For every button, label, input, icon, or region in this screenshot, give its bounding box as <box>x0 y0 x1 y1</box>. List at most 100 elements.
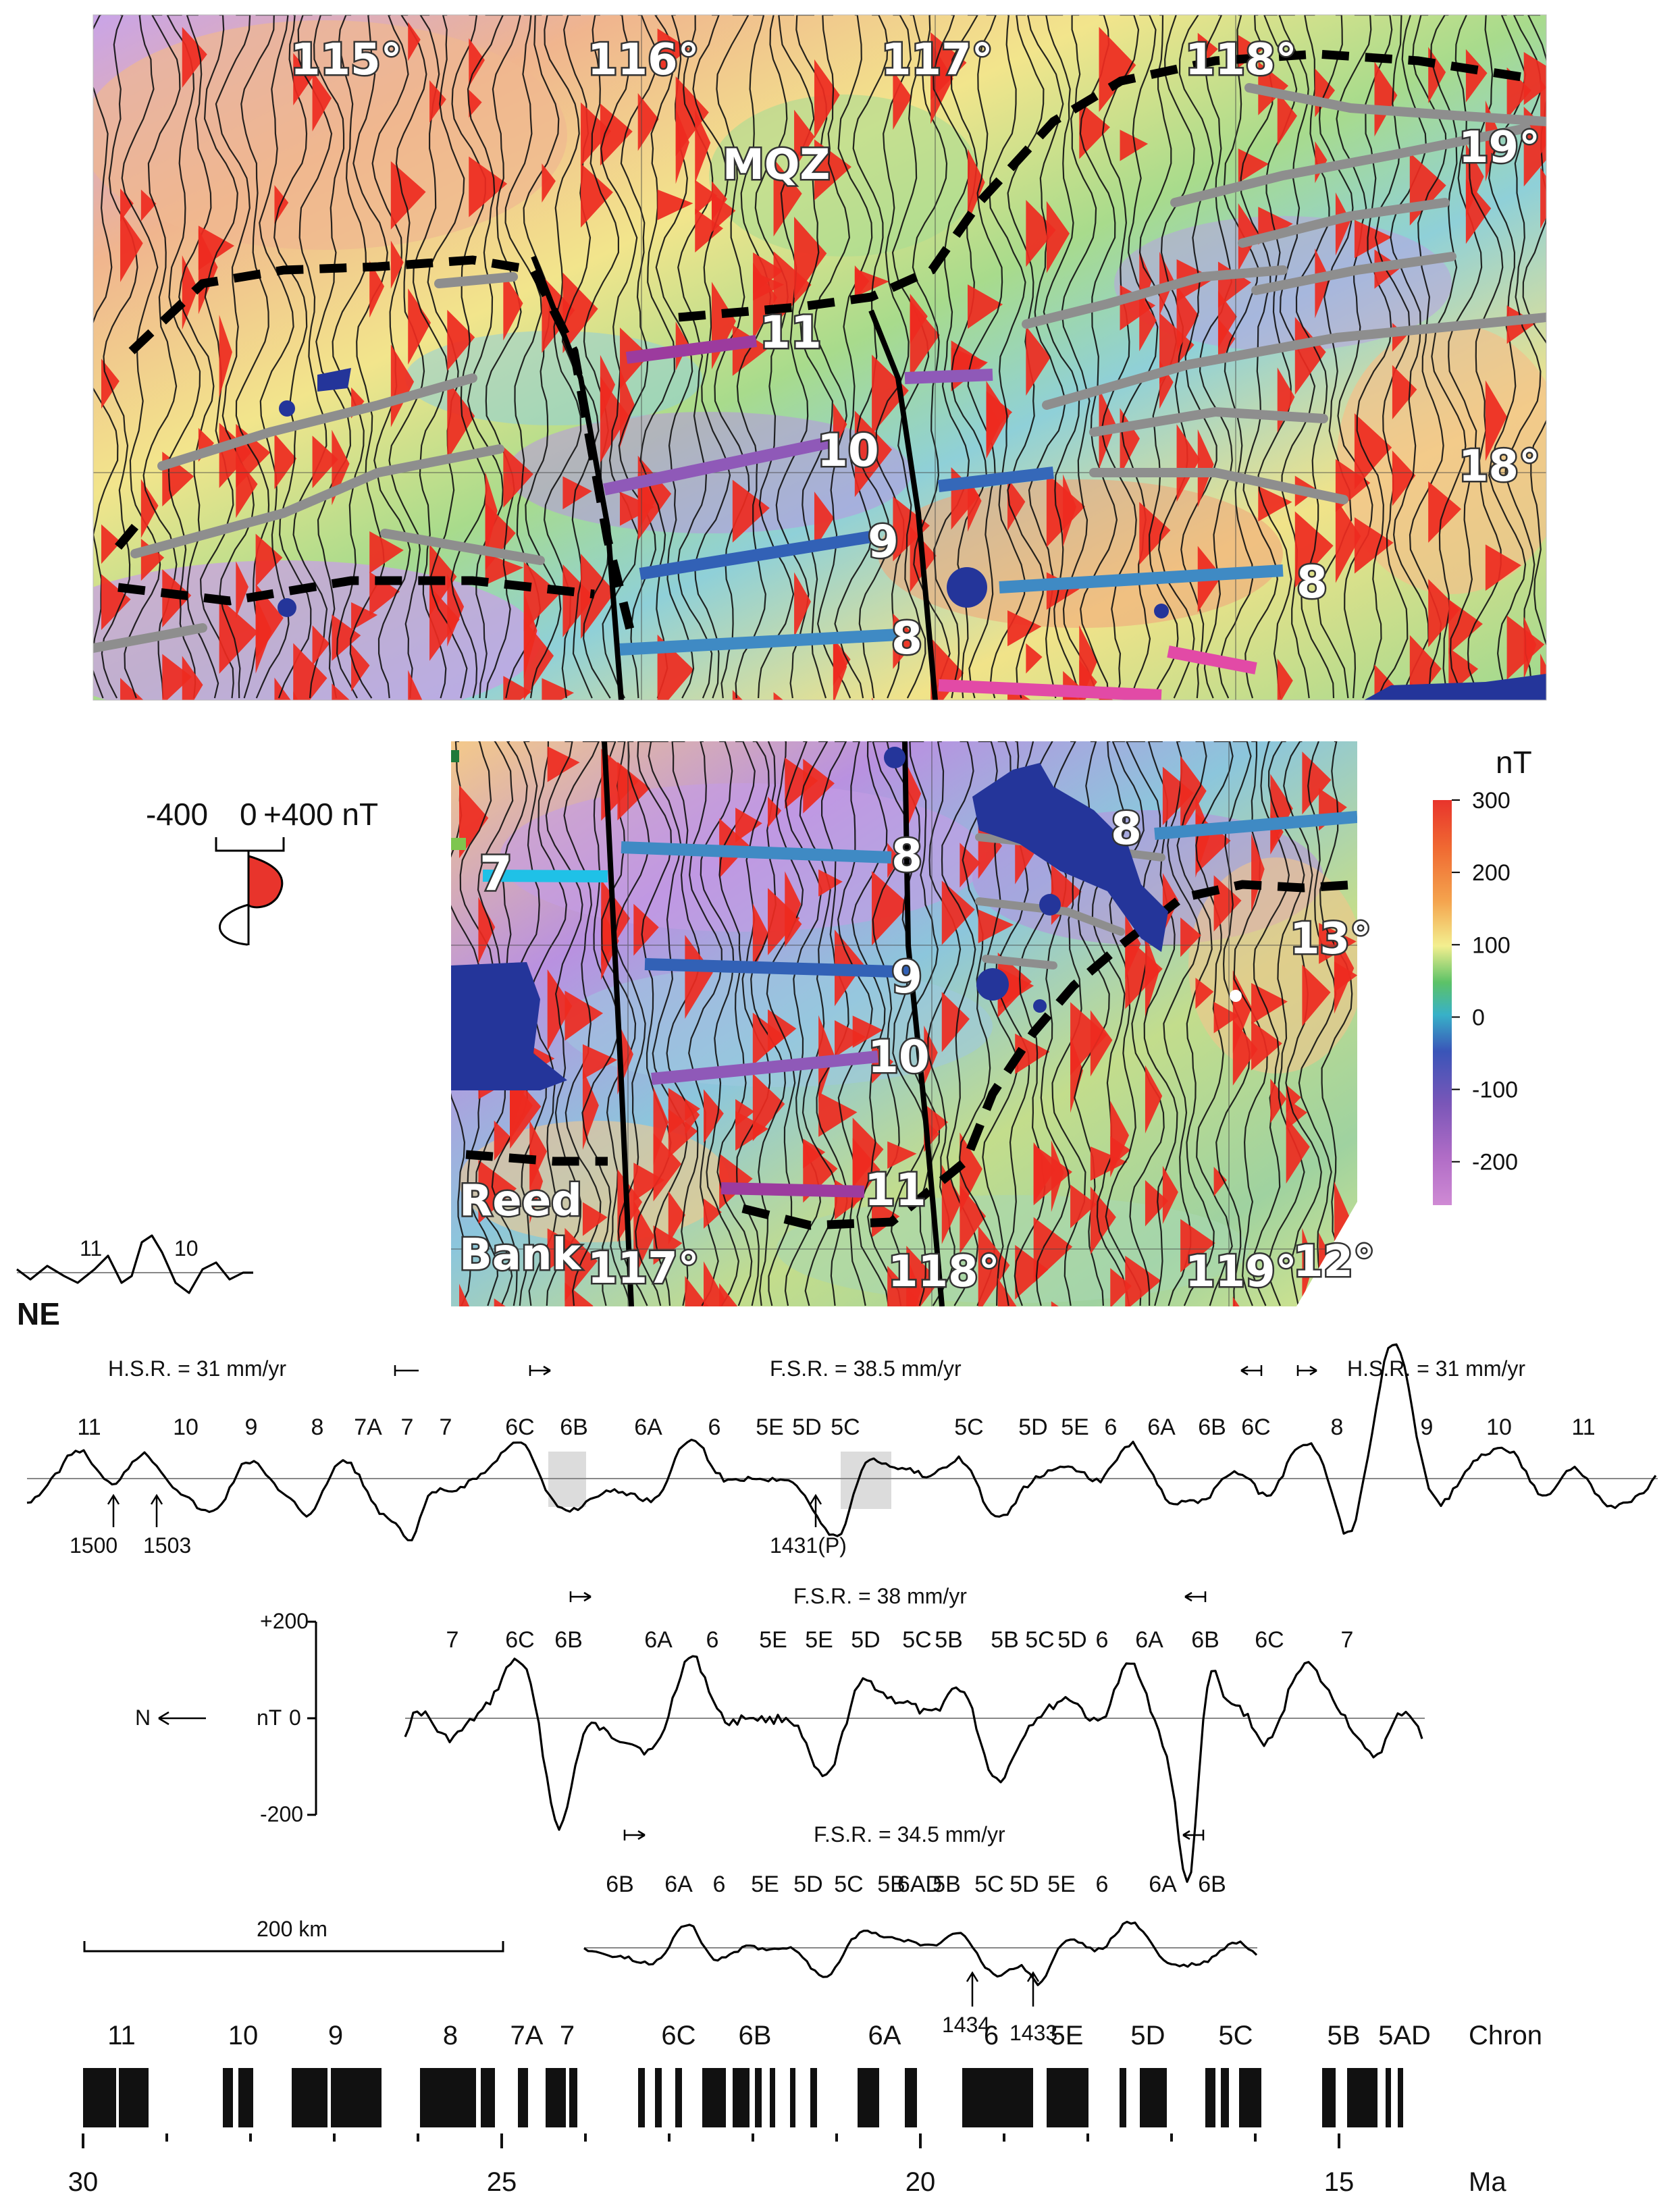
profile-chron-label: 5C <box>974 1872 1003 1897</box>
profile-chron-label: 6B <box>554 1627 583 1653</box>
profile-chron-label: 6A <box>1149 1872 1177 1897</box>
profile-chron-label: 6B <box>1198 1414 1226 1440</box>
timescale-normal-polarity-block <box>292 2068 327 2127</box>
colorbar-ramp <box>1433 800 1452 1205</box>
colorbar-tick-label: -200 <box>1472 1150 1518 1175</box>
south-anomaly-label-7: 7 <box>479 846 513 901</box>
profile-chron-label: 5B <box>877 1872 905 1897</box>
profile-chron-label: 6C <box>1255 1627 1284 1653</box>
profile2-tick-plus200: +200 <box>260 1609 309 1633</box>
legend-zero-value: 0 <box>240 797 257 832</box>
timescale-normal-polarity-block <box>331 2068 382 2127</box>
profile-chron-label: 6C <box>505 1627 534 1653</box>
timescale-normal-polarity-block <box>1347 2068 1377 2127</box>
colorbar-tick-label: 300 <box>1472 788 1511 814</box>
south-anomaly-label-8-west: 8 <box>891 830 922 882</box>
south-lon-119: 119° <box>1185 1247 1297 1297</box>
profile-chron-label: 11 <box>77 1414 101 1440</box>
profile-chron-label: 6B <box>560 1414 588 1440</box>
timescale-normal-polarity-block <box>858 2068 879 2127</box>
profile-chron-label: 7 <box>1341 1627 1354 1653</box>
timescale-age-unit: Ma <box>1469 2167 1506 2197</box>
timescale-chron-label: 5D <box>1130 2021 1165 2050</box>
colorbar-unit: nT <box>1496 745 1532 780</box>
timescale-chron-label: 6A <box>868 2021 901 2050</box>
timescale-chron-label: 5B <box>1328 2021 1361 2050</box>
colorbar-tick-label: 0 <box>1472 1005 1485 1030</box>
profile3-rate: F.S.R. = 34.5 mm/yr <box>814 1822 1005 1847</box>
profile-chron-label: 6 <box>1096 1872 1109 1897</box>
profile-chron-label: 7 <box>401 1414 414 1440</box>
timescale-age-label: 25 <box>487 2167 517 2197</box>
timescale-age-label: 20 <box>905 2167 936 2197</box>
timescale-normal-polarity-block <box>1140 2068 1167 2127</box>
legend-plus-value: +400 nT <box>263 797 378 832</box>
timescale-age-label: 30 <box>68 2167 99 2197</box>
profile-chron-label: 7 <box>440 1414 452 1440</box>
south-lon-118: 118° <box>888 1247 1000 1297</box>
timescale-normal-polarity-block <box>733 2068 750 2127</box>
timescale-normal-polarity-block <box>905 2068 917 2127</box>
profile-chron-label: 5C <box>902 1627 931 1653</box>
small-profile-label-11: 11 <box>80 1236 102 1261</box>
place-label-bank: Bank <box>459 1230 582 1280</box>
timescale-normal-polarity-block <box>655 2068 662 2127</box>
profile-chron-label: 8 <box>311 1414 324 1440</box>
timescale-normal-polarity-block <box>481 2068 495 2127</box>
profile-chron-label: 5B <box>935 1627 963 1653</box>
color-bar: nT 300 200 100 0 -100 -200 <box>1433 745 1532 1205</box>
profile-chron-label: 11 <box>1571 1414 1595 1440</box>
profile2-tick-minus200: -200 <box>260 1802 303 1826</box>
timescale-chron-label: 6 <box>984 2021 999 2050</box>
site-1433: 1433 <box>1009 2021 1057 2045</box>
profile-chron-label: 5C <box>834 1872 863 1897</box>
profile-chron-label: 6A <box>664 1872 693 1897</box>
profile-chron-label: 5E <box>805 1627 833 1653</box>
timescale-normal-polarity-block <box>1221 2068 1229 2127</box>
profile-chron-label: 7 <box>446 1627 459 1653</box>
zone-label-mqz: MQZ <box>723 140 830 189</box>
profile-chron-label: 5E <box>756 1414 784 1440</box>
profile-chron-label: 5D <box>793 1872 822 1897</box>
profile-chron-label: 6A <box>644 1627 673 1653</box>
timescale-normal-polarity-block <box>238 2068 253 2127</box>
profile-chron-label: 5D <box>1057 1627 1086 1653</box>
site-1500: 1500 <box>70 1533 117 1558</box>
timescale-normal-polarity-block <box>1239 2068 1261 2127</box>
timescale-chron-label: 5C <box>1218 2021 1253 2050</box>
profile-chron-label: 5E <box>1047 1872 1076 1897</box>
timescale-normal-polarity-block <box>1205 2068 1215 2127</box>
timescale-normal-polarity-block <box>1322 2068 1336 2127</box>
profile-2: F.S.R. = 38 mm/yr +200 0 -200 nT N 7 6C 6B… <box>135 1584 1425 1883</box>
north-map-panel: 115° 116° 117° 118° 19° 18° MQZ 11 10 9 … <box>93 14 1547 701</box>
north-lon-115: 115° <box>290 35 402 85</box>
south-lon-117: 117° <box>587 1244 700 1294</box>
profile1-right-rate: H.S.R. = 31 mm/yr <box>1347 1356 1525 1381</box>
anomaly-label-8-west: 8 <box>891 612 922 664</box>
timescale-normal-polarity-block <box>638 2068 645 2127</box>
timescale-normal-polarity-block <box>810 2068 817 2127</box>
profile2-axis-unit: nT <box>257 1705 282 1730</box>
profile-chron-label: 5B <box>991 1627 1019 1653</box>
timescale-normal-polarity-block <box>770 2068 775 2127</box>
profile2-tick-0: 0 <box>289 1705 301 1730</box>
north-lon-116: 116° <box>587 35 700 85</box>
north-lon-118: 118° <box>1185 35 1297 85</box>
timescale-normal-polarity-block <box>420 2068 476 2127</box>
profile-chron-label: 5B <box>933 1872 961 1897</box>
profile-chron-label: 9 <box>245 1414 258 1440</box>
profile-chron-label: 10 <box>173 1414 199 1440</box>
profile-chron-label: 6A <box>1147 1414 1176 1440</box>
profile-chron-label: 9 <box>1421 1414 1434 1440</box>
profile-chron-label: 6 <box>706 1627 719 1653</box>
profile-chron-label: 5E <box>759 1627 787 1653</box>
timescale-normal-polarity-block <box>675 2068 682 2127</box>
profile-chron-label: 5D <box>792 1414 821 1440</box>
timescale-chron-label: 11 <box>107 2021 136 2050</box>
profile2-direction: N <box>135 1705 151 1730</box>
anomaly-label-11: 11 <box>760 307 822 359</box>
profile-chron-label: 6A <box>1135 1627 1163 1653</box>
timescale-normal-polarity-block <box>83 2068 116 2127</box>
timescale-normal-polarity-block <box>1386 2068 1391 2127</box>
